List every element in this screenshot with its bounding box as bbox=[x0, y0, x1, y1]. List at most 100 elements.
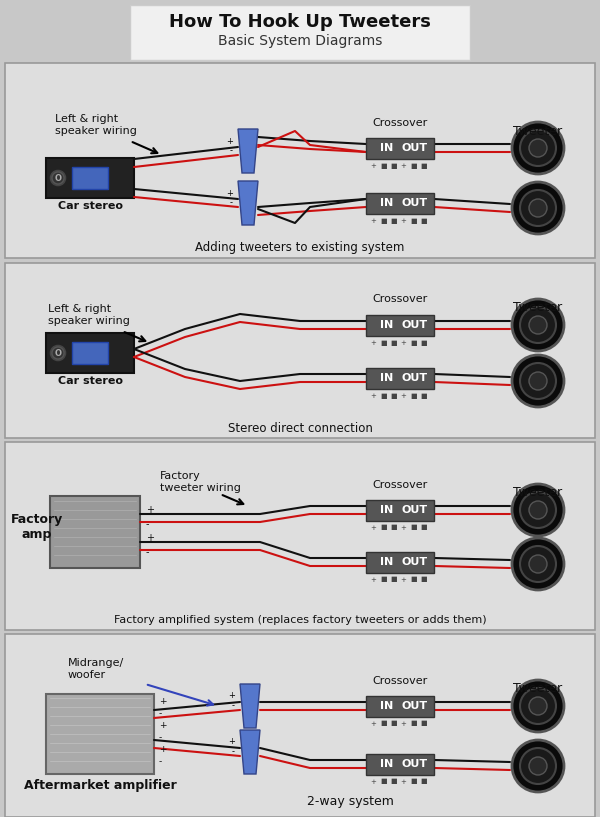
Text: ■: ■ bbox=[410, 392, 416, 399]
Text: ■: ■ bbox=[380, 525, 386, 530]
Text: +: + bbox=[370, 392, 376, 399]
Polygon shape bbox=[240, 730, 260, 774]
Text: ■: ■ bbox=[380, 163, 386, 168]
Text: ■: ■ bbox=[390, 525, 397, 530]
Text: +: + bbox=[228, 691, 235, 700]
Ellipse shape bbox=[529, 372, 547, 390]
Text: IN: IN bbox=[380, 701, 394, 711]
Ellipse shape bbox=[520, 363, 556, 399]
Text: Factory
tweeter wiring: Factory tweeter wiring bbox=[160, 471, 241, 493]
Bar bbox=[366, 551, 434, 573]
Text: ■: ■ bbox=[390, 577, 397, 583]
Text: IN: IN bbox=[380, 557, 394, 567]
Text: ■: ■ bbox=[420, 217, 427, 224]
Text: +: + bbox=[400, 392, 406, 399]
Text: +: + bbox=[400, 217, 406, 224]
Text: Tweeter: Tweeter bbox=[514, 301, 563, 314]
Text: -: - bbox=[230, 199, 233, 208]
Text: ■: ■ bbox=[420, 721, 427, 726]
Ellipse shape bbox=[512, 484, 564, 536]
Text: Factory
amp: Factory amp bbox=[11, 513, 63, 541]
Polygon shape bbox=[240, 684, 260, 728]
Text: +: + bbox=[370, 525, 376, 530]
Text: Aftermarket amplifier: Aftermarket amplifier bbox=[23, 779, 176, 792]
Text: IN: IN bbox=[380, 198, 394, 208]
Text: Stereo direct connection: Stereo direct connection bbox=[227, 422, 373, 435]
Text: +: + bbox=[370, 721, 376, 726]
Bar bbox=[366, 368, 434, 389]
Text: ■: ■ bbox=[380, 779, 386, 784]
Text: ■: ■ bbox=[420, 525, 427, 530]
Text: ■: ■ bbox=[380, 577, 386, 583]
Text: +: + bbox=[400, 525, 406, 530]
Text: IN: IN bbox=[380, 320, 394, 330]
Ellipse shape bbox=[520, 688, 556, 724]
Text: +: + bbox=[228, 738, 235, 747]
Text: Crossover: Crossover bbox=[373, 676, 428, 685]
Text: OUT: OUT bbox=[402, 505, 428, 515]
Text: Crossover: Crossover bbox=[373, 480, 428, 489]
Polygon shape bbox=[238, 129, 258, 173]
Text: How To Hook Up Tweeters: How To Hook Up Tweeters bbox=[169, 13, 431, 31]
Text: ■: ■ bbox=[390, 392, 397, 399]
Ellipse shape bbox=[529, 139, 547, 157]
Bar bbox=[130, 5, 470, 60]
Text: +: + bbox=[159, 698, 167, 707]
Ellipse shape bbox=[512, 182, 564, 234]
Text: +: + bbox=[370, 217, 376, 224]
Text: +: + bbox=[159, 721, 167, 730]
Ellipse shape bbox=[529, 501, 547, 519]
Text: ■: ■ bbox=[390, 779, 397, 784]
Bar bbox=[72, 167, 108, 189]
Ellipse shape bbox=[529, 199, 547, 217]
Text: Adding tweeters to existing system: Adding tweeters to existing system bbox=[196, 240, 404, 253]
Text: -: - bbox=[230, 146, 233, 155]
Text: ■: ■ bbox=[410, 577, 416, 583]
Bar bbox=[366, 499, 434, 520]
Text: ■: ■ bbox=[380, 217, 386, 224]
Polygon shape bbox=[238, 181, 258, 225]
Ellipse shape bbox=[520, 130, 556, 166]
Text: +: + bbox=[159, 745, 167, 755]
Bar bbox=[5, 442, 595, 630]
Text: ■: ■ bbox=[410, 217, 416, 224]
Text: -: - bbox=[159, 709, 162, 718]
Text: Tweeter: Tweeter bbox=[514, 485, 563, 498]
Text: ■: ■ bbox=[420, 340, 427, 346]
Text: O: O bbox=[55, 173, 62, 182]
Text: +: + bbox=[370, 340, 376, 346]
Text: -: - bbox=[159, 734, 162, 743]
Bar bbox=[5, 263, 595, 438]
Bar bbox=[5, 63, 595, 258]
Ellipse shape bbox=[529, 555, 547, 573]
Text: Crossover: Crossover bbox=[373, 118, 428, 127]
Text: IN: IN bbox=[380, 505, 394, 515]
Text: Factory amplified system (replaces factory tweeters or adds them): Factory amplified system (replaces facto… bbox=[113, 615, 487, 625]
Bar bbox=[366, 695, 434, 717]
Text: Car stereo: Car stereo bbox=[58, 201, 122, 211]
Text: OUT: OUT bbox=[402, 701, 428, 711]
Ellipse shape bbox=[520, 748, 556, 784]
Text: -: - bbox=[232, 702, 235, 711]
Circle shape bbox=[52, 172, 64, 184]
Circle shape bbox=[52, 347, 64, 359]
Text: OUT: OUT bbox=[402, 373, 428, 383]
Text: ■: ■ bbox=[410, 525, 416, 530]
Text: +: + bbox=[400, 340, 406, 346]
Text: Left & right
speaker wiring: Left & right speaker wiring bbox=[48, 304, 130, 326]
Text: Car stereo: Car stereo bbox=[58, 376, 122, 386]
Bar bbox=[366, 193, 434, 213]
Text: Tweeter: Tweeter bbox=[514, 681, 563, 694]
Bar bbox=[46, 333, 134, 373]
Text: ■: ■ bbox=[420, 779, 427, 784]
Circle shape bbox=[49, 169, 67, 187]
Text: ■: ■ bbox=[410, 340, 416, 346]
Bar bbox=[46, 694, 154, 774]
Text: IN: IN bbox=[380, 143, 394, 153]
Text: ■: ■ bbox=[420, 163, 427, 168]
Text: IN: IN bbox=[380, 373, 394, 383]
Text: +: + bbox=[370, 163, 376, 168]
Text: OUT: OUT bbox=[402, 143, 428, 153]
Text: 2-way system: 2-way system bbox=[307, 796, 394, 809]
Text: Tweeter: Tweeter bbox=[514, 124, 563, 137]
